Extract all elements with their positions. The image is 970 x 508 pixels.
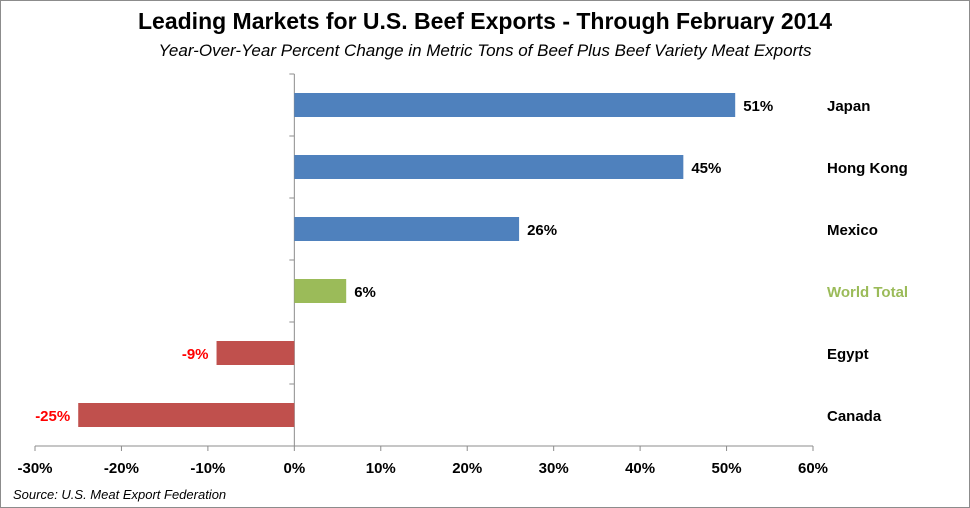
x-tick-label: 40% <box>625 460 655 477</box>
x-tick-label: 50% <box>712 460 742 477</box>
data-label: -25% <box>35 408 70 425</box>
data-label: -9% <box>182 346 209 363</box>
bar <box>78 403 295 427</box>
category-label: World Total <box>827 284 908 301</box>
data-label: 51% <box>743 98 773 115</box>
bar <box>294 279 347 303</box>
x-tick-label: 60% <box>798 460 828 477</box>
chart-subtitle: Year-Over-Year Percent Change in Metric … <box>158 41 812 60</box>
data-label: 45% <box>691 160 721 177</box>
bar <box>294 93 736 117</box>
category-label: Japan <box>827 98 870 115</box>
chart-title: Leading Markets for U.S. Beef Exports - … <box>138 8 832 34</box>
category-label: Egypt <box>827 346 869 363</box>
x-tick-label: 10% <box>366 460 396 477</box>
x-tick-label: 30% <box>539 460 569 477</box>
x-tick-label: -30% <box>17 460 52 477</box>
data-label: 6% <box>354 284 376 301</box>
category-label: Mexico <box>827 222 878 239</box>
bar <box>294 155 684 179</box>
category-label: Hong Kong <box>827 160 908 177</box>
source-note: Source: U.S. Meat Export Federation <box>13 487 227 502</box>
bar <box>294 217 520 241</box>
category-label: Canada <box>827 408 882 425</box>
x-tick-label: -20% <box>104 460 139 477</box>
x-tick-label: -10% <box>190 460 225 477</box>
bar <box>216 341 295 365</box>
x-tick-label: 20% <box>452 460 482 477</box>
data-label: 26% <box>527 222 557 239</box>
x-tick-label: 0% <box>283 460 305 477</box>
